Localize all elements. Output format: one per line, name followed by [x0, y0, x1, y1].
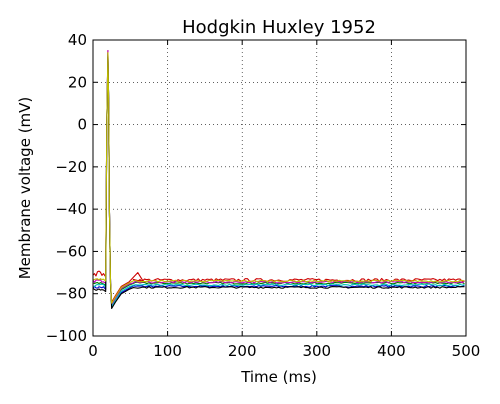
y-axis: −100 −80 −60 −40 −20 0 20 40 — [46, 31, 466, 345]
series-line — [92, 50, 465, 305]
y-tick-label: −80 — [55, 285, 87, 303]
y-tick-label: 0 — [77, 116, 87, 134]
grid-layer — [93, 40, 466, 336]
y-tick-label: −20 — [55, 158, 87, 176]
x-tick-label: 100 — [153, 342, 182, 360]
y-tick-label: −40 — [55, 200, 87, 218]
plot-frame — [92, 39, 467, 337]
series-line — [92, 50, 465, 303]
y-tick-label: −100 — [46, 327, 87, 345]
y-tick-label: −60 — [55, 242, 87, 260]
x-tick-label: 400 — [377, 342, 406, 360]
x-tick-label: 200 — [228, 342, 257, 360]
x-tick-label: 500 — [452, 342, 481, 360]
y-tick-label: 40 — [68, 31, 87, 49]
series-line — [92, 56, 465, 310]
series-line — [92, 53, 465, 307]
series-layer — [92, 50, 465, 310]
x-axis: 0 100 200 300 400 500 — [88, 40, 480, 360]
y-tick-label: 20 — [68, 73, 87, 91]
x-axis-label: Time (ms) — [240, 368, 317, 386]
series-line — [92, 52, 465, 305]
series-line — [92, 54, 465, 307]
x-tick-label: 300 — [302, 342, 331, 360]
chart-title: Hodgkin Huxley 1952 — [182, 17, 376, 38]
y-axis-label: Membrane voltage (mV) — [16, 97, 34, 280]
series-line — [92, 52, 465, 304]
x-tick-label: 0 — [88, 342, 98, 360]
